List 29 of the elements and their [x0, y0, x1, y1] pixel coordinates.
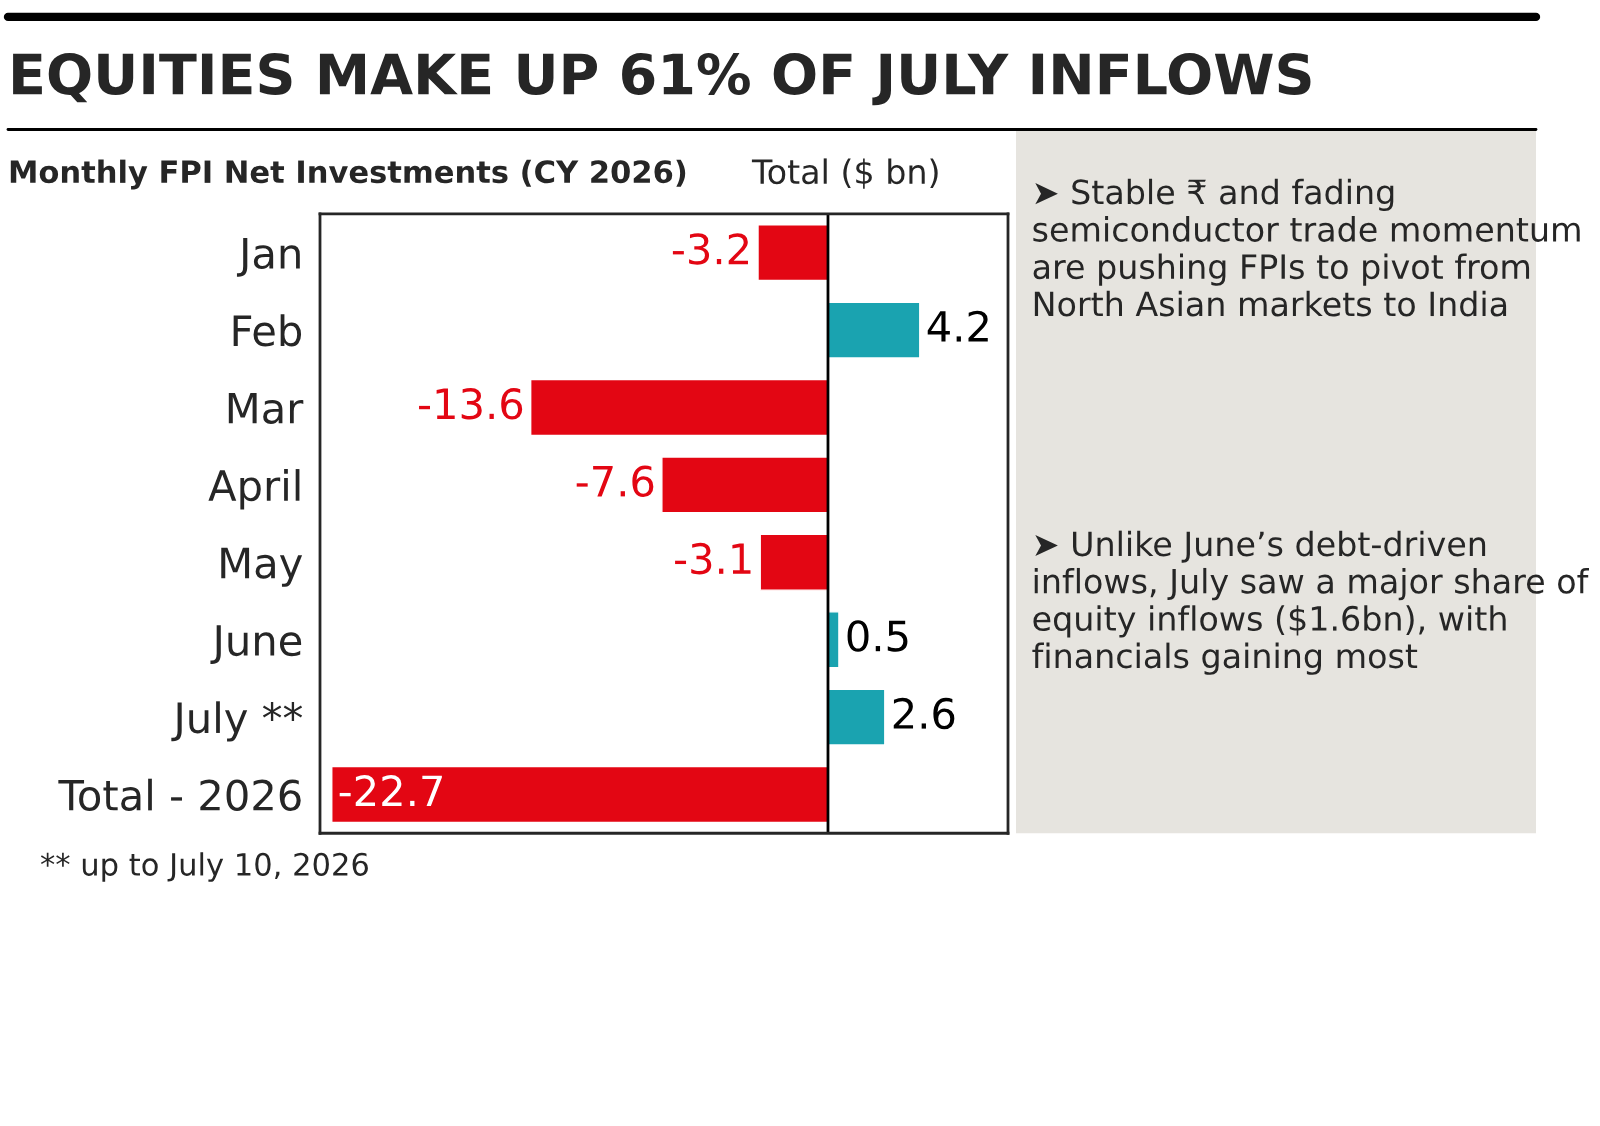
chart-title: EQUITIES MAKE UP 61% OF JULY INFLOWS [13, 52, 1311, 106]
data-label: -7.6 [576, 465, 654, 497]
bar [661, 456, 829, 514]
bar [827, 688, 886, 746]
bar [331, 765, 829, 824]
data-label: -22.7 [339, 775, 442, 807]
data-label: 2.6 [893, 697, 955, 730]
y-tick-label: Mar [228, 392, 304, 424]
bar [757, 224, 829, 282]
data-label: 4.2 [927, 310, 988, 342]
y-tick-label: Feb [233, 314, 302, 347]
y-tick-label: May [221, 547, 303, 587]
bar [759, 533, 829, 591]
data-label: -3.2 [672, 233, 748, 265]
data-label: -13.6 [419, 388, 523, 420]
bar [827, 301, 921, 359]
chart-subtitle: Monthly FPI Net Investments (CY 2026) [10, 159, 686, 190]
text: ➤ Unlike June’s debt-driven inflows, July saw a major share of equity inflows ($1.6bn), with financials gaining most [1032, 530, 1589, 675]
data-label: 0.5 [847, 620, 908, 652]
y-tick-label: June [210, 625, 302, 664]
text: ** up to July 10, 2026 [40, 852, 368, 882]
x-axis-title: Total ($ bn) [751, 158, 938, 189]
y-tick-label: Jan [236, 238, 300, 277]
data-label: -3.1 [675, 542, 751, 575]
bar [529, 378, 829, 437]
y-tick-label: April [208, 469, 300, 510]
text: ➤ Stable ₹ and fading semiconductor trade momentum are pushing FPIs to pivot from North Asian markets to India [1033, 178, 1580, 317]
y-tick-label: Total - 2026 [58, 778, 301, 811]
y-tick-label: July ** [171, 701, 303, 742]
